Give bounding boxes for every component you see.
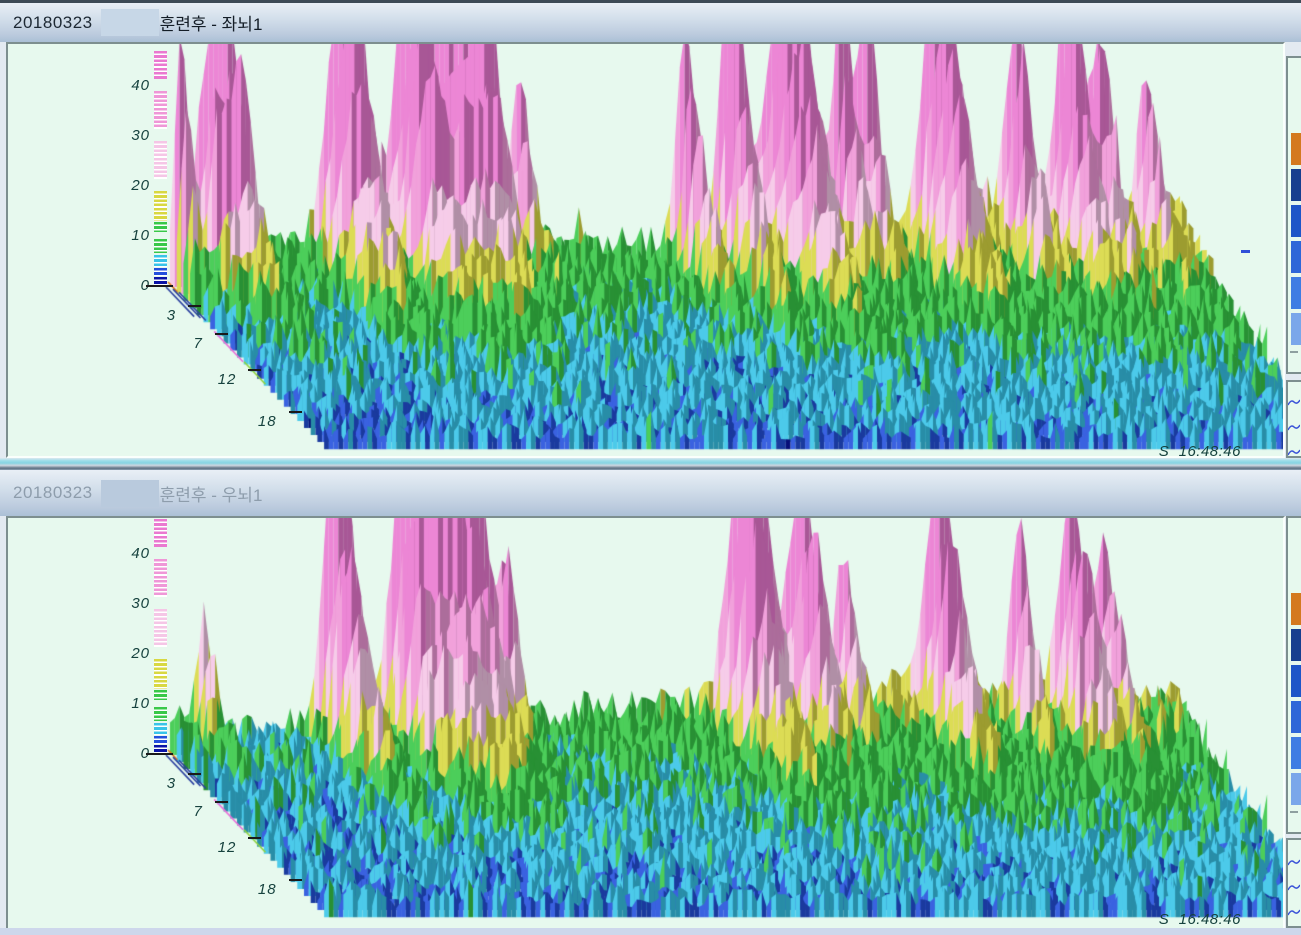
colorbar-segment bbox=[154, 690, 167, 700]
colorbar-segment bbox=[154, 609, 167, 647]
depth-tick bbox=[288, 878, 302, 881]
colorbar-segment bbox=[154, 707, 167, 721]
band-color-swatch[interactable] bbox=[1291, 773, 1301, 805]
redacted-name-box bbox=[100, 479, 159, 507]
colorbar-segment bbox=[154, 255, 167, 267]
titlebar-left-brain[interactable]: 20180323 훈련후 - 좌뇌1 bbox=[0, 0, 1301, 42]
timestamps: S 16:48:46 C 16:50:45 bbox=[1158, 880, 1241, 928]
trend-curve-icon bbox=[1288, 884, 1300, 891]
window-title-left-brain: 훈련후 - 좌뇌1 bbox=[159, 15, 263, 34]
colorbar-segment bbox=[154, 519, 167, 547]
colorbar-segment bbox=[154, 723, 167, 735]
value-axis-label: 20 bbox=[131, 645, 150, 662]
depth-axis-label: 12 bbox=[217, 370, 237, 388]
colorbar-segment bbox=[154, 51, 167, 79]
plot-panel-right-brain: S 16:48:46 C 16:50:45 40 30 20 10 037 12 18 bbox=[6, 516, 1285, 930]
window-divider bbox=[0, 458, 1301, 470]
band-swatch-list bbox=[1288, 593, 1301, 805]
value-axis-label: 0 bbox=[114, 277, 150, 294]
band-color-swatch[interactable] bbox=[1291, 277, 1301, 309]
mini-trend-panel-top[interactable] bbox=[1286, 380, 1301, 458]
colorbar-segment bbox=[154, 222, 167, 232]
depth-axis-label: 3 bbox=[166, 307, 177, 325]
band-color-swatch[interactable] bbox=[1291, 593, 1301, 625]
depth-axis-label: 12 bbox=[217, 838, 237, 856]
band-color-swatch[interactable] bbox=[1291, 313, 1301, 345]
divider-dash bbox=[1290, 351, 1298, 353]
depth-tick bbox=[214, 801, 228, 804]
titlebar-right-brain[interactable]: 20180323 훈련후 - 우뇌1 bbox=[0, 470, 1301, 516]
plot-panel-left-brain: S 16:48:46 C 16:50:45 40 30 20 10 037 12 18 bbox=[6, 42, 1285, 458]
colorbar-segment bbox=[154, 559, 167, 597]
divider-dash bbox=[1290, 811, 1298, 813]
depth-axis-label: 7 bbox=[193, 335, 203, 353]
zero-tick bbox=[146, 285, 173, 287]
value-axis-label: 30 bbox=[131, 595, 150, 612]
depth-tick bbox=[188, 773, 202, 776]
band-swatch-list bbox=[1288, 133, 1301, 345]
value-axis-label: 10 bbox=[131, 227, 150, 244]
mini-trend-panel-bottom[interactable] bbox=[1286, 838, 1301, 928]
trend-curve-icon bbox=[1288, 424, 1300, 431]
start-timestamp: S 16:48:46 bbox=[1158, 911, 1241, 928]
depth-tick bbox=[248, 368, 262, 371]
cursor-marker bbox=[1241, 250, 1250, 253]
colorbar-segment bbox=[154, 277, 167, 285]
colorbar-segment bbox=[154, 239, 167, 253]
band-color-swatch[interactable] bbox=[1291, 629, 1301, 661]
band-color-swatch[interactable] bbox=[1291, 665, 1301, 697]
trend-curve-icon bbox=[1288, 449, 1300, 456]
depth-axis-label: 3 bbox=[166, 775, 177, 793]
value-axis-label: 40 bbox=[131, 77, 150, 94]
band-color-swatch[interactable] bbox=[1291, 169, 1301, 201]
spectrum-plot-left-brain: S 16:48:46 C 16:50:45 40 30 20 10 037 12 18 bbox=[8, 44, 1283, 456]
depth-axis-label: 18 bbox=[257, 412, 277, 430]
depth-tick bbox=[288, 410, 302, 413]
colorbar-segment bbox=[154, 659, 167, 689]
band-legend-panel-bottom[interactable] bbox=[1286, 516, 1301, 834]
trend-curve-icon bbox=[1288, 399, 1300, 406]
depth-axis-label: 7 bbox=[193, 803, 203, 821]
value-axis-label: 0 bbox=[114, 745, 150, 762]
record-date: 20180323 bbox=[13, 12, 93, 32]
band-legend-panel-top[interactable] bbox=[1286, 56, 1301, 374]
surface-canvas-right-brain[interactable] bbox=[8, 518, 1283, 928]
colorbar-segment bbox=[154, 736, 167, 744]
value-axis-label: 40 bbox=[131, 545, 150, 562]
surface-canvas-left-brain[interactable] bbox=[8, 44, 1283, 456]
colorbar-segment bbox=[154, 91, 167, 129]
trend-curve-icon bbox=[1288, 859, 1300, 866]
trend-curve-icon bbox=[1288, 909, 1300, 916]
colorbar-segment bbox=[154, 191, 167, 221]
band-color-swatch[interactable] bbox=[1291, 133, 1301, 165]
record-date: 20180323 bbox=[13, 483, 93, 502]
band-color-swatch[interactable] bbox=[1291, 241, 1301, 273]
depth-tick bbox=[214, 333, 228, 336]
colorbar-segment bbox=[154, 141, 167, 179]
depth-axis-label: 18 bbox=[257, 880, 277, 898]
value-axis-label: 10 bbox=[131, 695, 150, 712]
depth-tick bbox=[248, 836, 262, 839]
value-axis-label: 20 bbox=[131, 177, 150, 194]
band-color-swatch[interactable] bbox=[1291, 205, 1301, 237]
zero-tick bbox=[146, 753, 173, 755]
timestamps: S 16:48:46 C 16:50:45 bbox=[1158, 412, 1241, 457]
band-color-swatch[interactable] bbox=[1291, 701, 1301, 733]
colorbar-segment bbox=[154, 268, 167, 276]
value-axis-label: 30 bbox=[131, 127, 150, 144]
depth-tick bbox=[188, 305, 202, 308]
band-color-swatch[interactable] bbox=[1291, 737, 1301, 769]
colorbar-segment bbox=[154, 745, 167, 753]
start-timestamp: S 16:48:46 bbox=[1158, 443, 1241, 457]
window-title-right-brain: 훈련후 - 우뇌1 bbox=[159, 485, 263, 505]
bottom-strip bbox=[0, 928, 1301, 935]
redacted-name-box bbox=[100, 9, 159, 36]
spectrum-plot-right-brain: S 16:48:46 C 16:50:45 40 30 20 10 037 12 18 bbox=[8, 518, 1283, 928]
